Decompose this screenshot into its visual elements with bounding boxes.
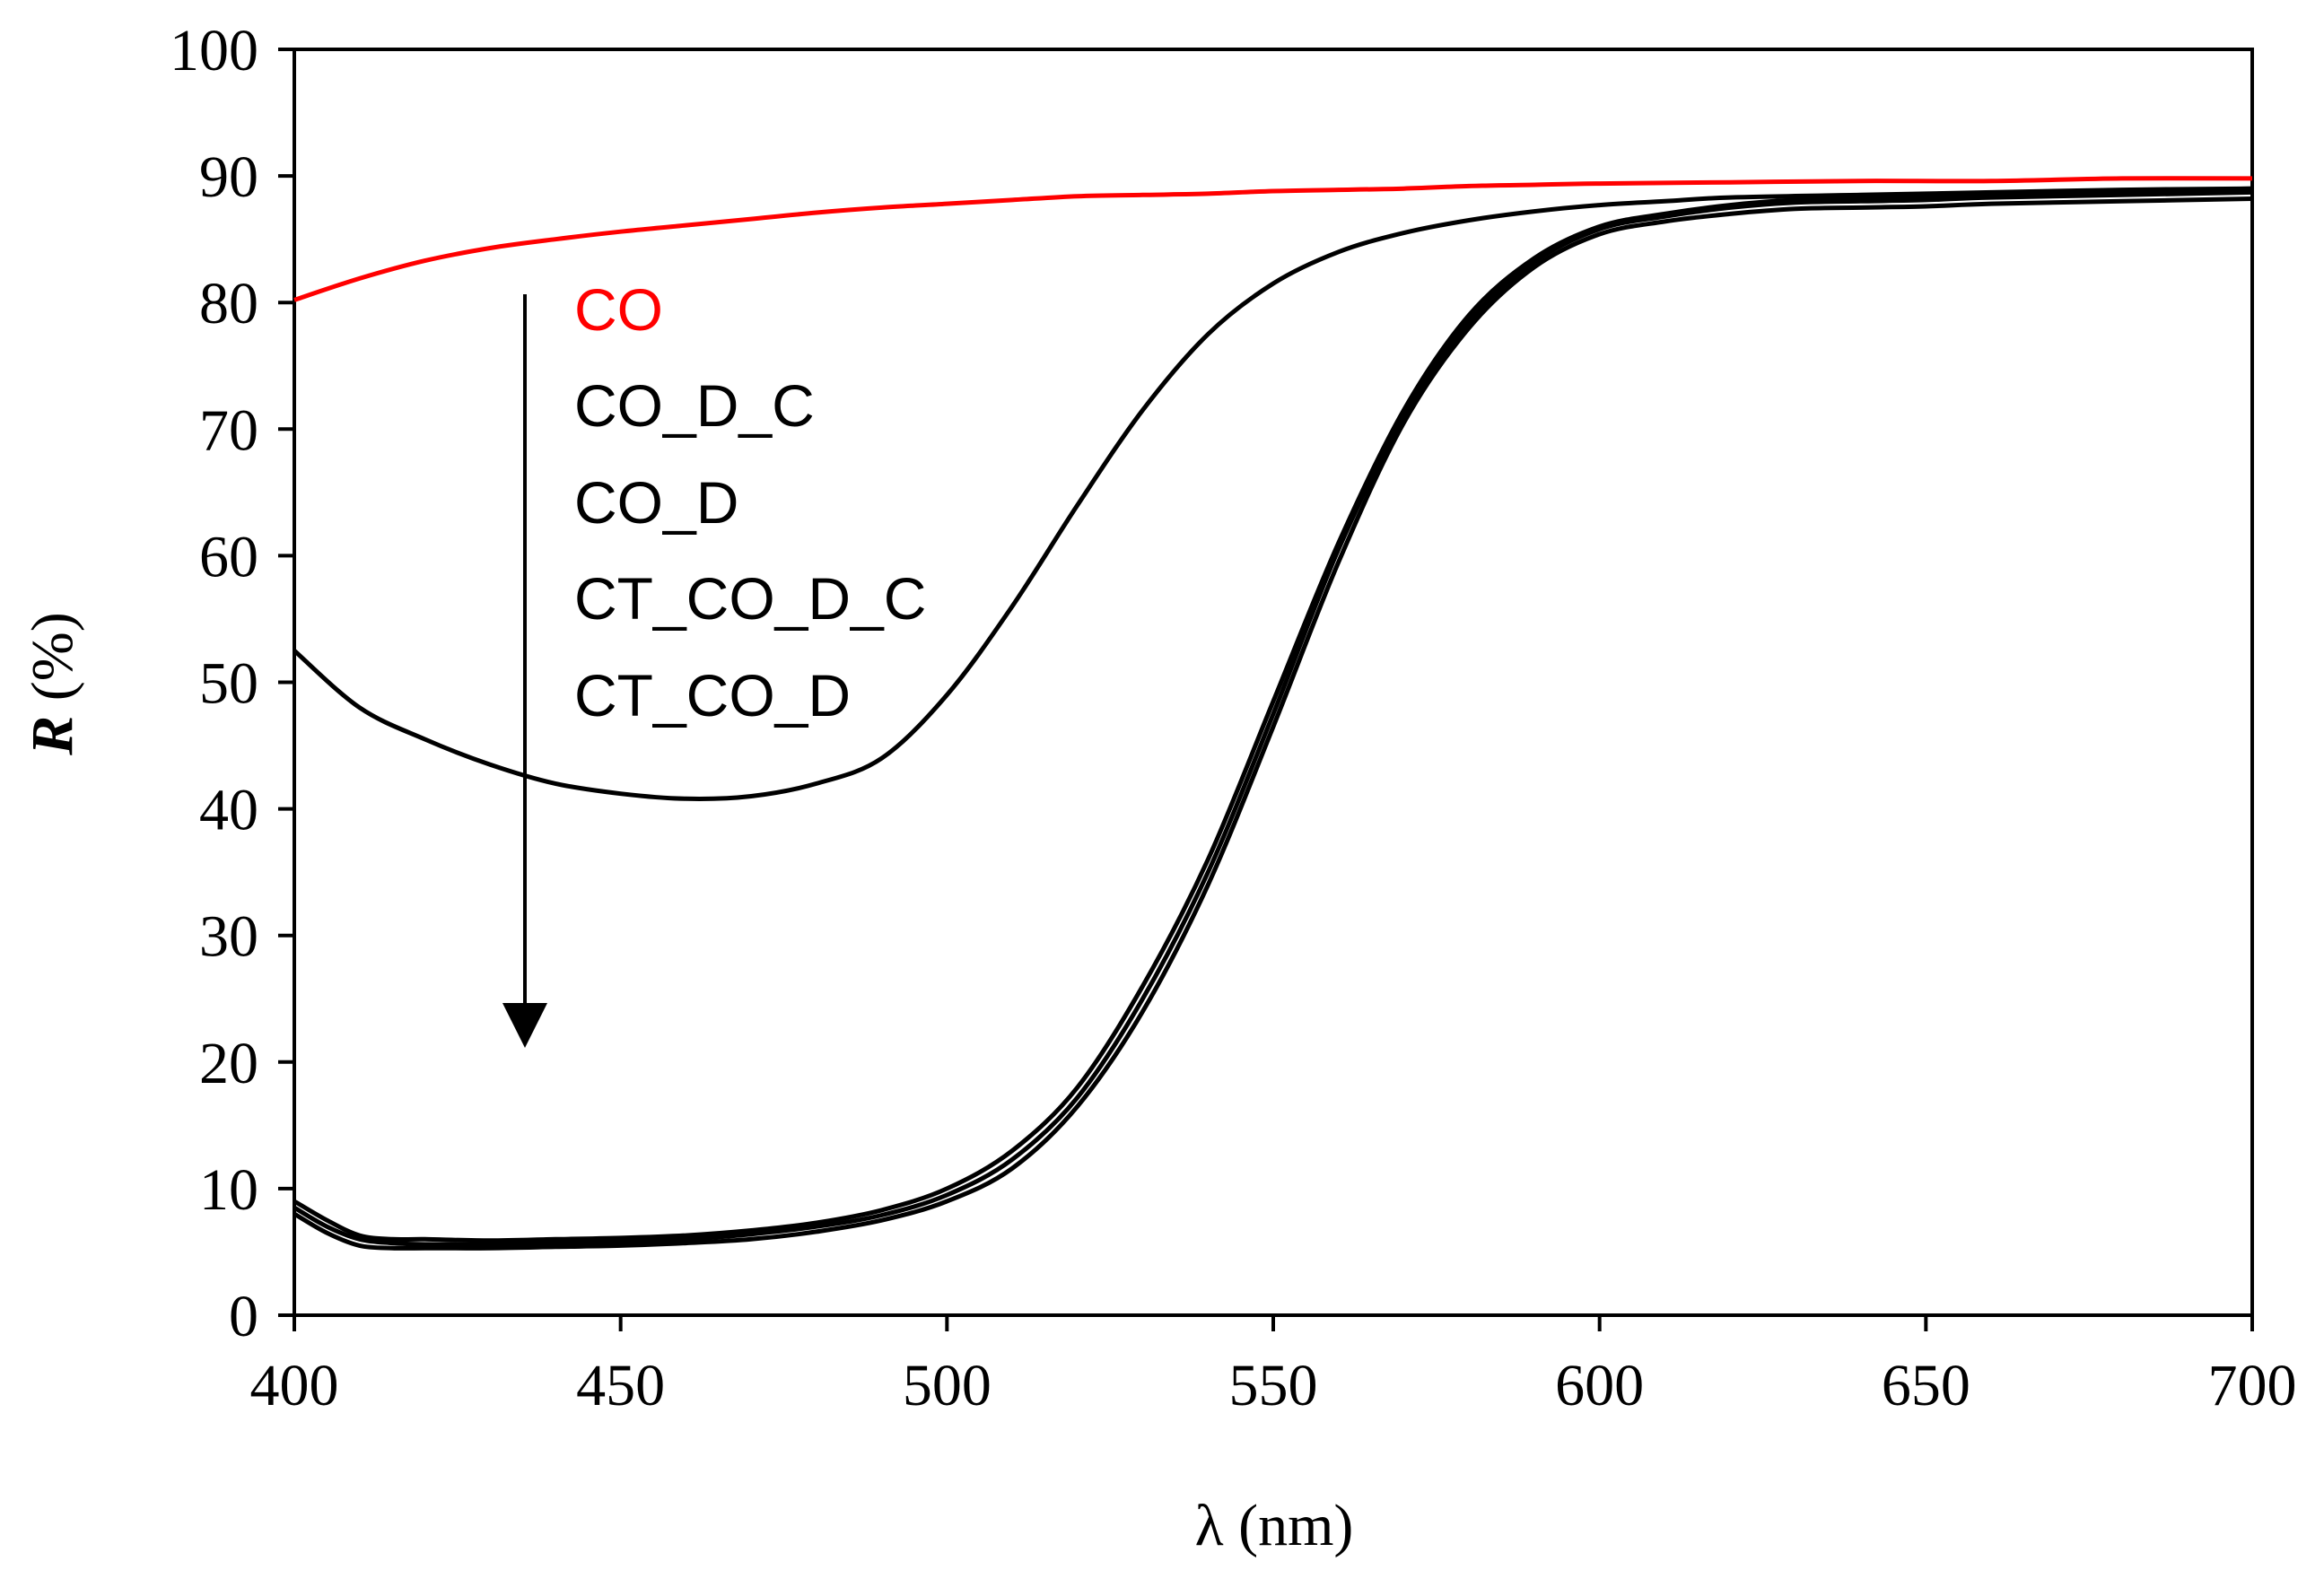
x-tick-label: 550	[1229, 1353, 1318, 1418]
x-axis-title: λ (nm)	[1195, 1493, 1354, 1558]
legend-arrow-head-icon	[502, 1003, 547, 1048]
legend-entry-co-d-c: CO_D_C	[574, 372, 815, 439]
series-line-co-d-c	[293, 186, 2253, 801]
series-line-ct-co-d-c	[293, 189, 2253, 1247]
y-tick-label: 10	[199, 1157, 258, 1223]
legend-entry-ct-co-d-c: CT_CO_D_C	[574, 565, 926, 632]
x-tick-label: 500	[903, 1353, 992, 1418]
x-tick-label: 650	[1882, 1353, 1970, 1418]
series-line-co-d	[293, 186, 2253, 1243]
y-tick-label: 30	[199, 904, 258, 970]
legend: CO CO_D_C CO_D CT_CO_D_C CT_CO_D	[574, 276, 926, 728]
series-layer	[293, 176, 2253, 1251]
legend-entry-ct-co-d: CT_CO_D	[574, 662, 851, 728]
y-tick-label: 40	[199, 778, 258, 843]
x-tick-label: 450	[576, 1353, 665, 1418]
y-axis-title: R (%)	[20, 612, 85, 755]
y-tick-label: 70	[199, 397, 258, 463]
x-tick-label: 600	[1555, 1353, 1644, 1418]
x-tick-label: 700	[2208, 1353, 2297, 1418]
ticks-layer: 0 10 20 30 40 50 60 70 80 90 100 400 450 500 550 600 650…	[170, 18, 2297, 1418]
legend-arrow	[502, 294, 547, 1048]
y-axis-title-unit: (%)	[20, 612, 85, 715]
legend-entry-co: CO	[574, 276, 663, 343]
y-tick-label: 20	[199, 1031, 258, 1096]
series-line-ct-co-d	[293, 196, 2253, 1251]
y-tick-label: 0	[229, 1284, 258, 1349]
series-line-co	[293, 176, 2253, 302]
y-tick-label: 100	[170, 18, 258, 83]
y-tick-label: 50	[199, 651, 258, 717]
y-tick-label: 60	[199, 524, 258, 589]
y-tick-label: 80	[199, 271, 258, 336]
legend-entry-co-d: CO_D	[574, 469, 738, 536]
y-tick-label: 90	[199, 144, 258, 210]
y-axis-title-symbol: R	[20, 716, 85, 756]
x-tick-label: 400	[250, 1353, 339, 1418]
